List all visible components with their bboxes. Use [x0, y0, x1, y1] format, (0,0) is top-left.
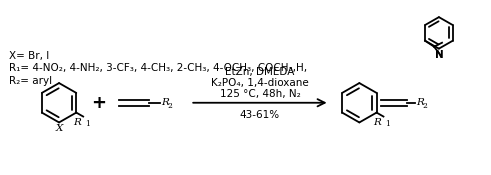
Text: 2: 2: [422, 102, 427, 110]
Text: R: R: [416, 98, 424, 107]
Text: 1: 1: [385, 120, 390, 128]
Text: R₂= aryl: R₂= aryl: [9, 76, 53, 86]
Text: N: N: [435, 50, 443, 60]
Text: K₂PO₄, 1,4-dioxane: K₂PO₄, 1,4-dioxane: [211, 78, 309, 88]
Text: EtZn, DMEDA: EtZn, DMEDA: [225, 67, 295, 77]
Text: 43-61%: 43-61%: [240, 110, 280, 120]
Text: 2: 2: [167, 102, 172, 110]
Text: +: +: [91, 94, 107, 112]
Text: R: R: [73, 118, 81, 127]
Text: 1: 1: [85, 120, 90, 128]
Text: X= Br, I: X= Br, I: [9, 51, 50, 61]
Text: 125 °C, 48h, N₂: 125 °C, 48h, N₂: [219, 89, 300, 99]
Text: R: R: [162, 98, 169, 107]
Text: R₁= 4-NO₂, 4-NH₂, 3-CF₃, 4-CH₃, 2-CH₃, 4-OCH₃, COCH₃,H,: R₁= 4-NO₂, 4-NH₂, 3-CF₃, 4-CH₃, 2-CH₃, 4…: [9, 63, 307, 73]
Text: R: R: [374, 118, 382, 127]
Text: X: X: [55, 124, 63, 133]
